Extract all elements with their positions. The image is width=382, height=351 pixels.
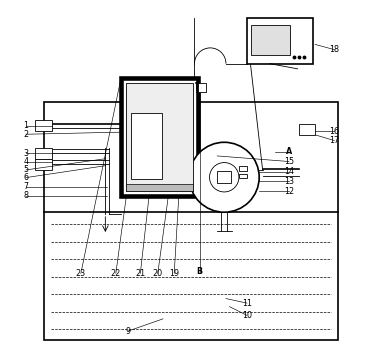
Text: 11: 11: [242, 299, 252, 307]
Text: 13: 13: [284, 177, 294, 186]
Text: 1: 1: [23, 121, 29, 130]
Text: B: B: [197, 267, 203, 276]
Text: 4: 4: [23, 157, 29, 166]
Text: 15: 15: [284, 157, 294, 166]
Circle shape: [210, 163, 239, 192]
Bar: [126, 184, 193, 191]
Text: 3: 3: [23, 148, 29, 158]
Text: 9: 9: [126, 326, 131, 336]
Text: 8: 8: [23, 191, 29, 200]
Bar: [126, 83, 193, 191]
Bar: [198, 83, 206, 92]
Text: 17: 17: [329, 136, 339, 145]
Text: 14: 14: [284, 167, 294, 176]
Bar: [247, 18, 313, 64]
Text: 19: 19: [169, 269, 179, 278]
Text: 21: 21: [135, 269, 146, 278]
Text: 23: 23: [76, 269, 86, 278]
Bar: [217, 171, 230, 183]
Bar: [36, 147, 52, 159]
Text: 2: 2: [23, 130, 29, 139]
Text: 6: 6: [23, 173, 29, 182]
Text: 10: 10: [242, 311, 252, 320]
Bar: [36, 120, 52, 131]
Text: 20: 20: [153, 269, 163, 278]
Text: 12: 12: [284, 187, 294, 196]
Bar: [239, 166, 247, 171]
Bar: [36, 159, 52, 170]
Text: 5: 5: [23, 165, 29, 174]
Bar: [121, 78, 198, 197]
Text: A: A: [286, 147, 292, 156]
Text: 16: 16: [329, 127, 339, 135]
Text: 18: 18: [329, 45, 339, 54]
Text: 22: 22: [111, 269, 121, 278]
Bar: [131, 113, 162, 179]
Bar: [299, 124, 316, 135]
Circle shape: [189, 142, 259, 212]
Bar: [44, 102, 338, 340]
Bar: [239, 174, 247, 178]
Bar: [251, 25, 290, 55]
Text: 7: 7: [23, 182, 29, 191]
